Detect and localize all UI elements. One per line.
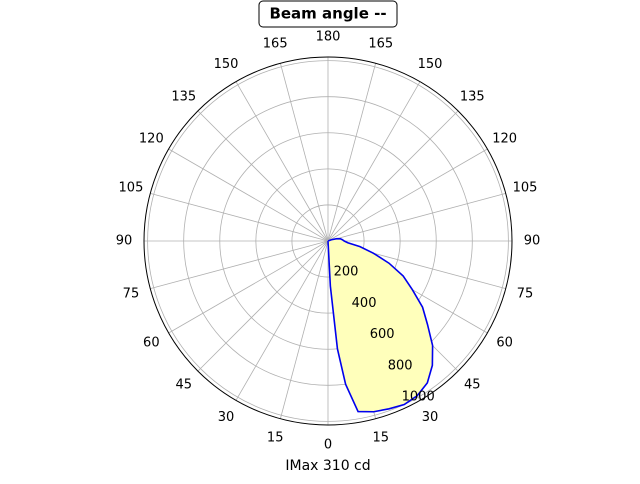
angle-tick-label: 135 (460, 89, 485, 104)
grid-line (327, 148, 488, 242)
polar-frame (143, 56, 513, 426)
beam-line (327, 237, 434, 413)
grid-line (327, 63, 377, 242)
angle-tick-label: 60 (143, 336, 160, 351)
grid-line (197, 110, 329, 242)
angle-tick-label: 150 (418, 57, 443, 72)
angle-tick-label: 75 (517, 286, 534, 301)
angle-tick-label: 165 (263, 36, 288, 51)
grid-line (279, 240, 329, 419)
grid-line (150, 192, 329, 242)
grid-line (197, 240, 329, 372)
angle-tick-label: 15 (267, 431, 284, 446)
grid-line (327, 81, 421, 242)
grid-line (168, 240, 329, 334)
angle-tick-label: 180 (316, 30, 341, 45)
x-axis-label: IMax 310 cd (285, 458, 370, 474)
radial-tick-label: 400 (352, 296, 377, 311)
radial-tick-label: 600 (370, 327, 395, 342)
angle-tick-label: 30 (218, 410, 235, 425)
grid-line (150, 240, 329, 290)
angle-tick-label: 0 (324, 438, 332, 453)
angle-tick-label: 105 (513, 181, 538, 196)
angle-tick-label: 150 (214, 57, 239, 72)
grid-line (235, 240, 329, 401)
angle-tick-label: 165 (368, 36, 393, 51)
radial-tick-label: 800 (388, 358, 413, 373)
angle-tick-label: 120 (139, 132, 164, 147)
grid-line (279, 63, 329, 242)
angle-tick-label: 120 (492, 132, 517, 147)
chart-title: Beam angle -- (269, 5, 386, 23)
angle-tick-label: 30 (422, 410, 439, 425)
angle-tick-label: 135 (171, 89, 196, 104)
grid-line (168, 148, 329, 242)
title-box (258, 0, 398, 28)
grid-line (327, 192, 506, 242)
radial-tick-label: 1000 (402, 390, 435, 405)
angle-tick-label: 45 (464, 378, 481, 393)
angle-tick-label: 90 (116, 234, 133, 249)
angle-tick-label: 105 (119, 181, 144, 196)
angle-tick-label: 60 (496, 336, 513, 351)
grid-line (235, 81, 329, 242)
radial-tick-label: 200 (334, 265, 359, 280)
grid-line (327, 110, 459, 242)
angle-tick-label: 75 (123, 286, 140, 301)
angle-tick-label: 15 (373, 431, 390, 446)
angle-tick-label: 45 (175, 378, 192, 393)
angle-tick-label: 90 (524, 234, 541, 249)
